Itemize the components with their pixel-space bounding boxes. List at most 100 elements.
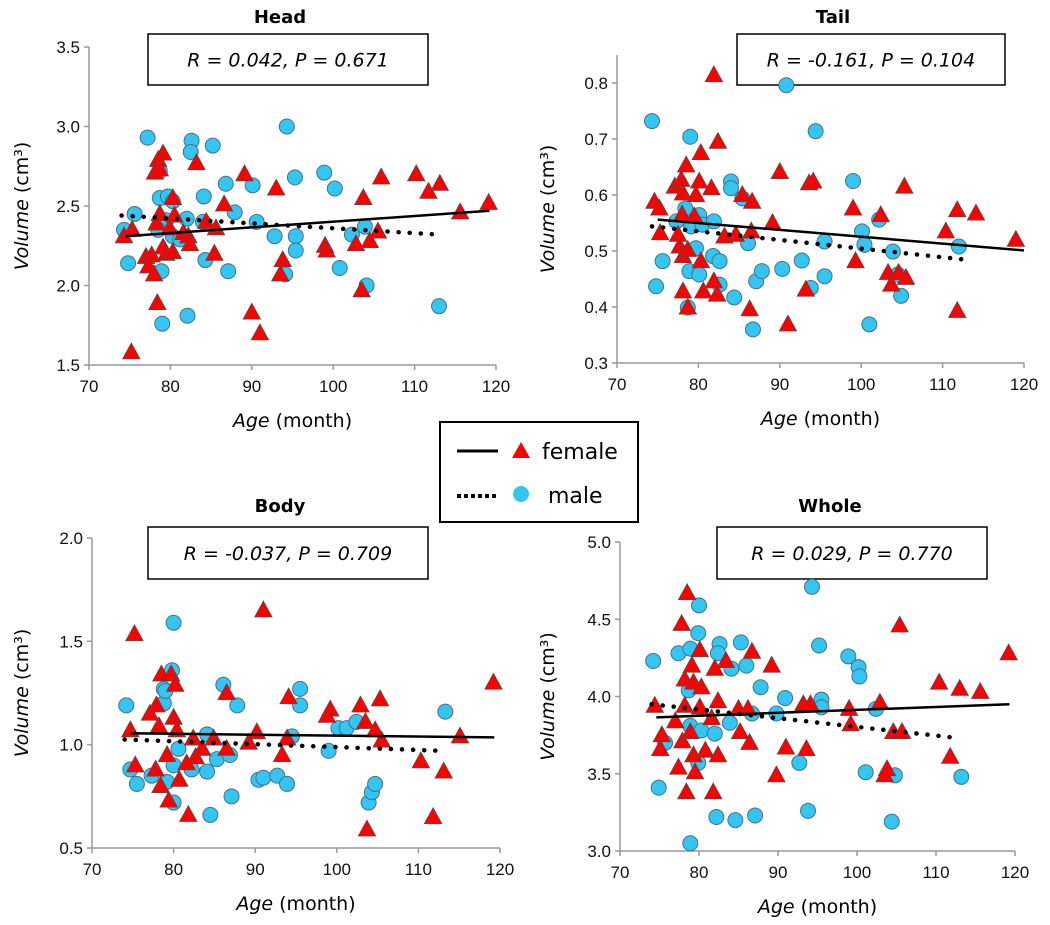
x-tick-label: 120 xyxy=(482,377,510,396)
y-tick-label: 0.3 xyxy=(584,354,608,373)
stats-annotation: R = -0.037, P = 0.709 xyxy=(184,543,392,565)
female-point xyxy=(693,281,713,299)
male-point xyxy=(753,263,770,280)
male-point xyxy=(774,260,791,277)
male-point xyxy=(279,775,296,792)
male-point xyxy=(883,813,900,830)
female-point xyxy=(140,703,160,721)
male-point xyxy=(331,260,348,277)
male-point xyxy=(738,657,755,674)
female-point xyxy=(702,178,721,196)
female-point xyxy=(423,806,443,824)
female-point xyxy=(356,711,375,729)
male-point xyxy=(255,769,272,786)
female-point xyxy=(703,782,723,800)
female-point xyxy=(183,728,203,746)
legend-female-label: female xyxy=(542,440,618,465)
female-point xyxy=(841,714,861,732)
female-point xyxy=(673,281,693,299)
female-point xyxy=(947,200,967,218)
female-point xyxy=(351,695,370,713)
y-tick-label: 3.5 xyxy=(587,765,611,784)
female-point xyxy=(1006,229,1026,247)
female-point xyxy=(411,751,431,769)
female-point xyxy=(270,264,290,282)
female-point xyxy=(484,672,503,690)
female-point xyxy=(673,183,693,201)
female-point xyxy=(708,745,728,763)
male-point xyxy=(711,253,728,270)
male-point xyxy=(744,321,761,338)
male-point xyxy=(223,788,240,805)
data-points xyxy=(118,600,503,837)
stats-box xyxy=(716,526,988,580)
female-point xyxy=(317,705,337,723)
x-tick-label: 80 xyxy=(161,377,180,396)
female-point xyxy=(695,740,715,758)
male-point xyxy=(791,754,808,771)
stats-annotation: R = -0.161, P = 0.104 xyxy=(767,50,975,72)
y-tick-label: 3.0 xyxy=(56,118,80,137)
male-point xyxy=(437,703,454,720)
y-tick-label: 4.5 xyxy=(587,610,611,629)
female-trendline xyxy=(656,702,1010,719)
male-point xyxy=(645,652,662,669)
x-axis-label: Age (month) xyxy=(756,896,877,918)
panel-title: Body xyxy=(255,496,306,517)
female-point xyxy=(147,213,166,231)
female-point xyxy=(146,759,165,777)
female-point xyxy=(450,726,470,744)
male-point xyxy=(777,690,794,707)
female-point xyxy=(940,746,960,764)
male-point xyxy=(953,768,970,785)
x-tick-label: 80 xyxy=(689,375,708,394)
x-axis-label-variable: Age xyxy=(759,408,798,430)
female-point xyxy=(125,755,145,773)
x-tick-label: 90 xyxy=(246,860,265,879)
male-point xyxy=(431,298,448,315)
female-point xyxy=(767,765,786,783)
male-point xyxy=(286,169,303,186)
stats-annotation: R = 0.042, P = 0.671 xyxy=(187,50,389,72)
x-tick-label: 110 xyxy=(929,375,956,394)
female-point xyxy=(678,297,698,315)
female-point xyxy=(678,239,698,257)
stats-box xyxy=(147,526,429,580)
female-point xyxy=(217,682,236,700)
male-point xyxy=(800,802,817,819)
x-tick-label: 90 xyxy=(242,377,261,396)
y-tick-label: 1.0 xyxy=(59,736,83,755)
female-trendline xyxy=(130,732,495,739)
female-point xyxy=(708,691,728,709)
female-point xyxy=(708,131,728,149)
female-point xyxy=(242,302,262,320)
female-point xyxy=(672,613,691,631)
male-point xyxy=(244,177,261,194)
female-point xyxy=(704,271,724,289)
female-point xyxy=(707,284,727,302)
panel-body: Body R = -0.037, P = 0.709 0.5 1.0 1.5 2.0 70 8… xyxy=(11,496,514,915)
legend-box xyxy=(439,421,639,523)
male-point xyxy=(726,289,743,306)
female-point xyxy=(353,188,373,206)
y-tick-label: 0.5 xyxy=(59,839,83,858)
female-point xyxy=(277,728,297,746)
y-tick-label: 0.8 xyxy=(584,74,608,93)
female-point xyxy=(839,698,859,716)
panel-tail: Tail R = -0.161, P = 0.104 0.3 0.4 0.5 0.6 0.7… xyxy=(537,7,1038,430)
male-point xyxy=(266,228,283,245)
male-point xyxy=(778,77,795,94)
x-axis-label-unit: (month) xyxy=(273,893,356,915)
female-point xyxy=(217,738,236,756)
female-point xyxy=(650,738,670,757)
x-axis-label-variable: Age xyxy=(234,893,273,915)
legend-male-circle-icon xyxy=(513,486,529,502)
female-point xyxy=(652,725,672,743)
male-point xyxy=(287,242,304,259)
female-point xyxy=(434,761,454,779)
x-axis-label: Age (month) xyxy=(234,893,355,915)
male-point xyxy=(816,268,833,285)
female-point xyxy=(148,292,167,310)
female-point xyxy=(677,582,697,600)
female-point xyxy=(796,279,816,297)
